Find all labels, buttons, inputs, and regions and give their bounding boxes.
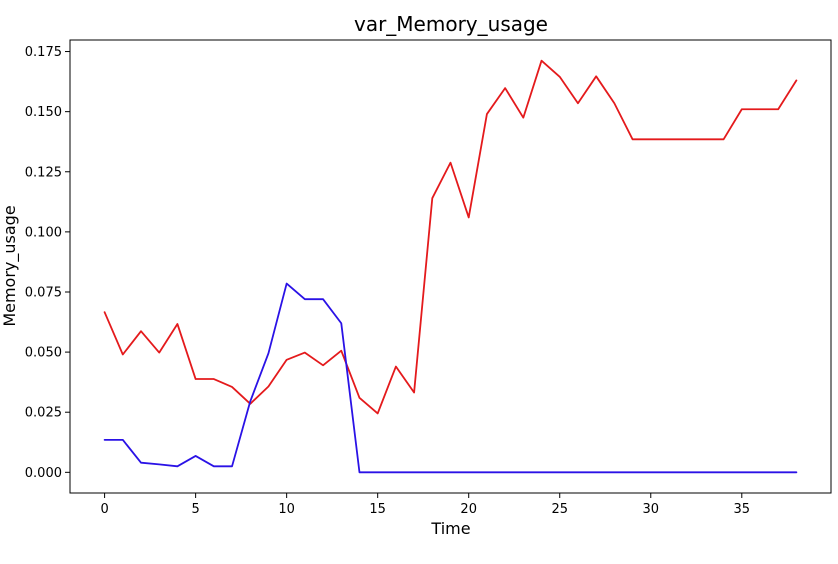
y-tick-label: 0.150 [25, 105, 62, 120]
y-tick-label: 0.025 [25, 406, 62, 421]
x-tick-label: 15 [369, 502, 386, 517]
x-tick-label: 5 [191, 502, 199, 517]
series-line-1 [103, 59, 798, 415]
y-tick-label: 0.075 [25, 285, 62, 300]
series-layer [103, 59, 798, 474]
x-tick-label: 30 [642, 502, 659, 517]
y-axis: 0.000 0.025 0.050 0.075 0.100 0.125 0.150 0.175 [25, 45, 70, 481]
y-tick-label: 0.125 [25, 165, 62, 180]
y-tick-label: 0.175 [25, 45, 62, 60]
y-tick-label: 0.100 [25, 225, 62, 240]
y-tick-label: 0.000 [25, 466, 62, 481]
chart-title: var_Memory_usage [354, 12, 548, 36]
x-tick-label: 0 [100, 502, 108, 517]
series-line-2 [103, 282, 798, 474]
x-tick-label: 35 [734, 502, 751, 517]
plot-frame [69, 39, 832, 494]
x-tick-label: 25 [551, 502, 568, 517]
x-axis: 0 5 10 15 20 25 30 35 [100, 493, 750, 517]
x-axis-label: Time [430, 519, 470, 538]
y-tick-label: 0.050 [25, 346, 62, 361]
x-tick-label: 10 [278, 502, 295, 517]
y-axis-label: Memory_usage [0, 205, 20, 326]
x-tick-label: 20 [460, 502, 477, 517]
